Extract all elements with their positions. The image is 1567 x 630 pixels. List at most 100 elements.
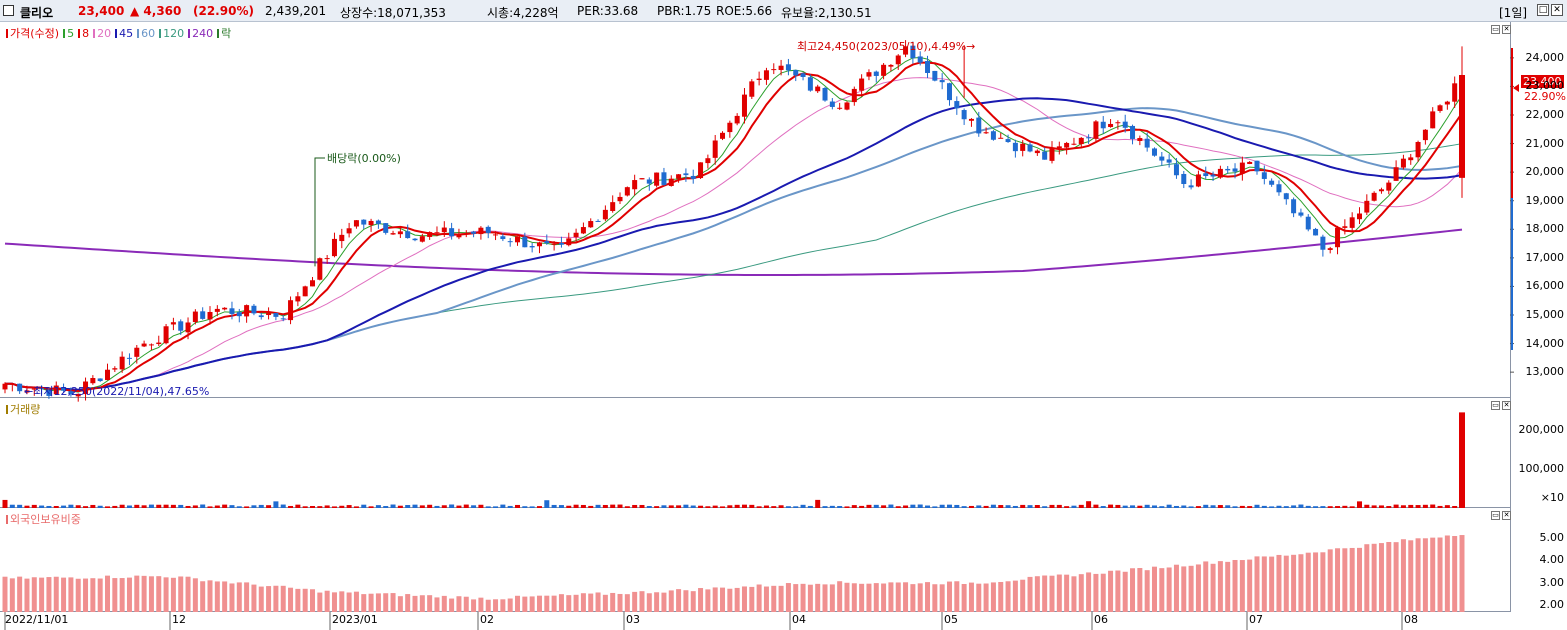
foreign-bar [200,581,206,612]
volume-bar [1327,506,1333,508]
panel-close-icon[interactable]: ✕ [1502,401,1511,410]
volume-panel[interactable] [0,398,1510,508]
candle-body [295,296,301,302]
foreign-bar [1305,552,1311,612]
panel-close-icon[interactable]: ✕ [1502,511,1511,520]
volume-bar [1108,504,1114,508]
candle-body [522,236,528,248]
foreign-bar [544,595,550,612]
period-selector[interactable]: [1일] [1499,6,1528,20]
foreign-bar [968,582,974,612]
foreign-bar [1430,537,1436,612]
foreign-bar [720,587,726,612]
foreign-bar [434,597,440,612]
foreign-bar [339,591,345,612]
candle-body [932,70,938,81]
volume-bar [266,505,272,508]
legend-item-8[interactable]: 락 [221,27,232,40]
select-checkbox[interactable] [3,5,14,16]
volume-bar [1371,505,1377,508]
foreign-bar [595,592,601,612]
volume-bar [353,506,359,508]
candle-body [939,80,945,83]
foreign-bar [148,576,154,612]
foreign-bar [236,582,242,612]
volume-tick-0: 200,000 [1518,422,1565,436]
foreign-bar [485,599,491,612]
candle-body [478,227,484,235]
panel-close-icon[interactable]: ✕ [1502,25,1511,34]
candle-body [536,242,542,247]
ma-20-line [4,77,1463,391]
candle-body [829,101,835,107]
volume-bar [1034,505,1040,508]
foreign-bar [1130,568,1136,612]
candle-body [229,308,235,314]
volume-bar [295,504,301,508]
foreign-bar [192,578,198,612]
volume-bar [815,499,821,508]
foreign-bar [698,588,704,612]
foreign-bar [156,576,162,612]
foreign-bar [375,593,381,612]
volume-bar [68,504,74,508]
volume-bar [1064,506,1070,508]
foreign-bar [1386,542,1392,612]
candle-body [353,220,359,227]
panel-minimize-icon[interactable]: ▭ [1491,25,1500,34]
price-tick-10: 14,000 [1525,336,1565,350]
volume-bar [866,504,872,508]
foreign-bar [983,583,989,612]
volume-bar [397,505,403,508]
candle-body [705,158,711,164]
legend-item-0[interactable]: 가격(수정) [10,27,60,40]
foreign-bar [734,587,740,612]
legend-item-3[interactable]: 20 [97,27,112,40]
close-icon[interactable]: ✕ [1551,4,1563,16]
candle-body [1364,200,1370,213]
candle-body [83,381,89,395]
panel-minimize-icon[interactable]: ▭ [1491,511,1500,520]
legend-item-1[interactable]: 5 [67,27,75,40]
legend-item-6[interactable]: 120 [163,27,185,40]
candle-body [1188,185,1194,188]
volume-bar [1400,505,1406,508]
foreign-ownership-panel[interactable] [0,508,1510,612]
price-panel[interactable] [0,22,1510,398]
foreign-bar [1159,568,1165,612]
candle-body [727,122,733,133]
volume-bar [456,505,462,508]
legend-item-2[interactable]: 8 [82,27,90,40]
candle-body [566,238,572,246]
price-tick-11: 13,000 [1525,365,1565,379]
candle-body [207,311,213,320]
legend-item-7[interactable]: 240 [192,27,214,40]
volume-bar [222,504,228,508]
volume-bar [925,505,931,508]
price-tick-2: 22,000 [1525,108,1565,121]
foreign-bar [873,583,879,612]
legend-item-4[interactable]: 45 [119,27,134,40]
foreign-bar [837,581,843,612]
maximize-icon[interactable]: □ [1537,4,1549,16]
foreign-bar [859,583,865,612]
candle-body [1378,189,1384,192]
foreign-bar [903,582,909,612]
date-tick-4: 03 [626,613,640,626]
panel-minimize-icon[interactable]: ▭ [1491,401,1500,410]
legend-item-5[interactable]: 60 [141,27,156,40]
foreign-bar [61,577,67,612]
volume-bar [97,505,103,508]
candle-body [126,357,132,359]
foreign-bar [1400,539,1406,612]
foreign-bar [646,593,652,612]
candle-body [1276,184,1282,193]
foreign-bar [24,578,30,612]
foreign-bar [1100,573,1106,612]
candle-body [1071,143,1077,145]
candle-body [639,178,645,180]
foreign-tick-2: 3.00 [1539,575,1565,589]
volume-bar [1349,506,1355,508]
volume-bar [961,506,967,508]
volume-bar [807,505,813,508]
